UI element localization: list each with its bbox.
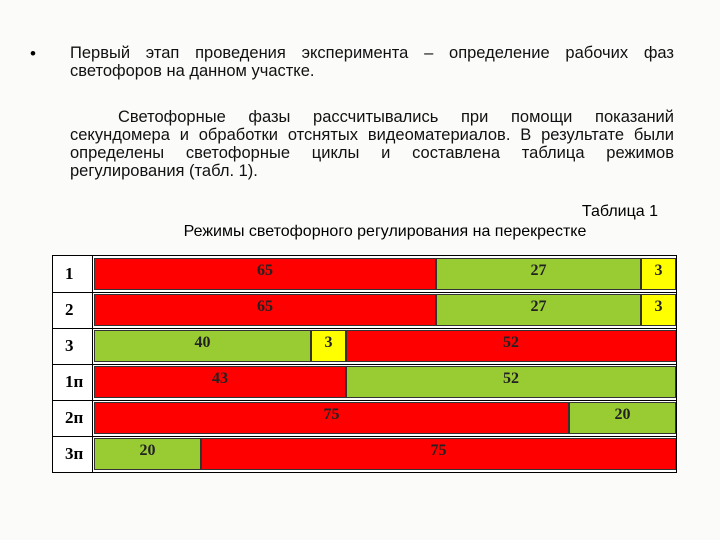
table-row: 3 40 3 52 bbox=[53, 328, 676, 365]
table-row: 1п 43 52 bbox=[53, 364, 676, 401]
phase-segment: 65 bbox=[94, 258, 436, 290]
phase-segment: 27 bbox=[436, 294, 641, 326]
table-row: 2 65 27 3 bbox=[53, 292, 676, 329]
phase-segment: 3 bbox=[641, 294, 676, 326]
row-label: 3 bbox=[53, 328, 93, 364]
table-number: Таблица 1 bbox=[581, 203, 658, 220]
phase-segment: 52 bbox=[346, 366, 676, 398]
phase-segment: 43 bbox=[94, 366, 346, 398]
bullet-text: Первый этап проведения эксперимента – оп… bbox=[70, 44, 674, 80]
phase-segment: 52 bbox=[346, 330, 676, 362]
phase-segment: 3 bbox=[641, 258, 676, 290]
phase-segment: 27 bbox=[436, 258, 641, 290]
row-label: 2п bbox=[53, 400, 93, 436]
phase-table: 1 65 27 3 2 65 27 3 3 40 3 52 1п 43 52 2п 75 20 3п 20 75 bbox=[52, 255, 677, 473]
phase-segment: 40 bbox=[94, 330, 311, 362]
row-label: 2 bbox=[53, 292, 93, 328]
phase-segment: 75 bbox=[94, 402, 569, 434]
row-label: 1 bbox=[53, 256, 93, 292]
row-label: 3п bbox=[53, 436, 93, 472]
phase-segment: 3 bbox=[311, 330, 346, 362]
phase-segment: 20 bbox=[569, 402, 676, 434]
table-row: 1 65 27 3 bbox=[53, 256, 676, 293]
table-row: 2п 75 20 bbox=[53, 400, 676, 437]
table-row: 3п 20 75 bbox=[53, 436, 676, 473]
phase-segment: 65 bbox=[94, 294, 436, 326]
row-label: 1п bbox=[53, 364, 93, 400]
paragraph: Светофорные фазы рассчитывались при помо… bbox=[70, 108, 674, 180]
phase-segment: 75 bbox=[201, 438, 676, 470]
phase-segment: 20 bbox=[94, 438, 201, 470]
table-title: Режимы светофорного регулирования на пер… bbox=[183, 223, 587, 240]
bullet-marker: • bbox=[30, 44, 36, 63]
